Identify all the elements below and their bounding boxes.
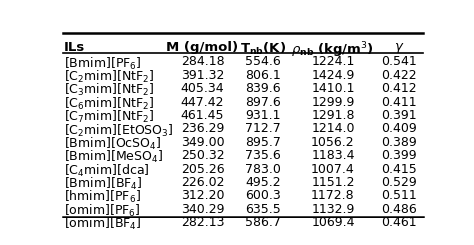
Text: [C$_4$mim][dca]: [C$_4$mim][dca] bbox=[64, 163, 149, 179]
Text: 0.461: 0.461 bbox=[381, 216, 417, 229]
Text: 0.389: 0.389 bbox=[381, 136, 417, 149]
Text: 250.32: 250.32 bbox=[181, 149, 224, 162]
Text: [Bmim][MeSO$_4$]: [Bmim][MeSO$_4$] bbox=[64, 149, 163, 165]
Text: 586.7: 586.7 bbox=[245, 216, 281, 229]
Text: T$_{\mathregular{nb}}$(K): T$_{\mathregular{nb}}$(K) bbox=[240, 41, 286, 57]
Text: 447.42: 447.42 bbox=[181, 96, 224, 109]
Text: 1151.2: 1151.2 bbox=[311, 176, 355, 189]
Text: 895.7: 895.7 bbox=[245, 136, 281, 149]
Text: 226.02: 226.02 bbox=[181, 176, 224, 189]
Text: 712.7: 712.7 bbox=[245, 122, 281, 135]
Text: [C$_6$mim][NtF$_2$]: [C$_6$mim][NtF$_2$] bbox=[64, 96, 155, 112]
Text: 461.45: 461.45 bbox=[181, 109, 224, 122]
Text: 1007.4: 1007.4 bbox=[311, 163, 355, 176]
Text: 340.29: 340.29 bbox=[181, 203, 224, 216]
Text: 0.422: 0.422 bbox=[381, 69, 417, 82]
Text: 349.00: 349.00 bbox=[181, 136, 224, 149]
Text: 0.511: 0.511 bbox=[381, 189, 417, 202]
Text: 783.0: 783.0 bbox=[245, 163, 281, 176]
Text: 495.2: 495.2 bbox=[246, 176, 281, 189]
Text: [C$_7$mim][NtF$_2$]: [C$_7$mim][NtF$_2$] bbox=[64, 109, 155, 125]
Text: 600.3: 600.3 bbox=[245, 189, 281, 202]
Text: 312.20: 312.20 bbox=[181, 189, 224, 202]
Text: 1291.8: 1291.8 bbox=[311, 109, 355, 122]
Text: 1183.4: 1183.4 bbox=[311, 149, 355, 162]
Text: 1299.9: 1299.9 bbox=[311, 96, 355, 109]
Text: 1172.8: 1172.8 bbox=[311, 189, 355, 202]
Text: 0.412: 0.412 bbox=[381, 82, 417, 95]
Text: 0.411: 0.411 bbox=[381, 96, 417, 109]
Text: 0.399: 0.399 bbox=[381, 149, 417, 162]
Text: 0.541: 0.541 bbox=[381, 55, 417, 68]
Text: 735.6: 735.6 bbox=[245, 149, 281, 162]
Text: [omim][PF$_6$]: [omim][PF$_6$] bbox=[64, 203, 141, 219]
Text: 205.26: 205.26 bbox=[181, 163, 224, 176]
Text: [C$_3$mim][NtF$_2$]: [C$_3$mim][NtF$_2$] bbox=[64, 82, 155, 98]
Text: ILs: ILs bbox=[64, 41, 85, 54]
Text: $\gamma$: $\gamma$ bbox=[394, 41, 404, 55]
Text: 236.29: 236.29 bbox=[181, 122, 224, 135]
Text: 1214.0: 1214.0 bbox=[311, 122, 355, 135]
Text: 405.34: 405.34 bbox=[181, 82, 224, 95]
Text: [hmim][PF$_6$]: [hmim][PF$_6$] bbox=[64, 189, 141, 206]
Text: [omim][BF$_4$]: [omim][BF$_4$] bbox=[64, 216, 142, 232]
Text: M (g/mol): M (g/mol) bbox=[166, 41, 238, 54]
Text: 806.1: 806.1 bbox=[245, 69, 281, 82]
Text: 1069.4: 1069.4 bbox=[311, 216, 355, 229]
Text: $\rho_{\mathregular{nb}}$ (kg/m$^3$): $\rho_{\mathregular{nb}}$ (kg/m$^3$) bbox=[292, 41, 374, 60]
Text: [Bmim][OcSO$_4$]: [Bmim][OcSO$_4$] bbox=[64, 136, 161, 152]
Text: 897.6: 897.6 bbox=[245, 96, 281, 109]
Text: [C$_2$mim][NtF$_2$]: [C$_2$mim][NtF$_2$] bbox=[64, 69, 155, 85]
Text: 931.1: 931.1 bbox=[246, 109, 281, 122]
Text: 0.415: 0.415 bbox=[381, 163, 417, 176]
Text: 1224.1: 1224.1 bbox=[311, 55, 355, 68]
Text: 284.18: 284.18 bbox=[181, 55, 224, 68]
Text: 635.5: 635.5 bbox=[245, 203, 281, 216]
Text: 839.6: 839.6 bbox=[246, 82, 281, 95]
Text: 0.486: 0.486 bbox=[381, 203, 417, 216]
Text: [C$_2$mim][EtOSO$_3$]: [C$_2$mim][EtOSO$_3$] bbox=[64, 122, 173, 138]
Text: 391.32: 391.32 bbox=[181, 69, 224, 82]
Text: 1132.9: 1132.9 bbox=[311, 203, 355, 216]
Text: 1056.2: 1056.2 bbox=[311, 136, 355, 149]
Text: 0.529: 0.529 bbox=[381, 176, 417, 189]
Text: 1410.1: 1410.1 bbox=[311, 82, 355, 95]
Text: 282.13: 282.13 bbox=[181, 216, 224, 229]
Text: 1424.9: 1424.9 bbox=[311, 69, 355, 82]
Text: 554.6: 554.6 bbox=[245, 55, 281, 68]
Text: [Bmim][BF$_4$]: [Bmim][BF$_4$] bbox=[64, 176, 143, 192]
Text: 0.409: 0.409 bbox=[381, 122, 417, 135]
Text: 0.391: 0.391 bbox=[381, 109, 417, 122]
Text: [Bmim][PF$_6$]: [Bmim][PF$_6$] bbox=[64, 55, 142, 72]
